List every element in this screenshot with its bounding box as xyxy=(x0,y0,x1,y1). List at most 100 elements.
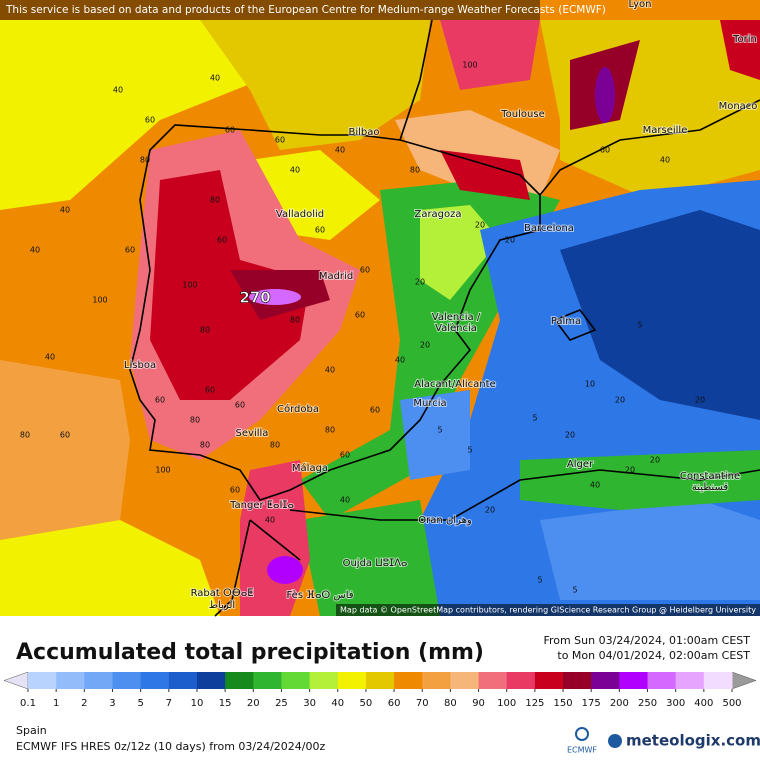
city-label: Monaco xyxy=(719,101,758,112)
contour-label: 20 xyxy=(650,456,660,465)
contour-label: 40 xyxy=(30,246,40,255)
city-label: Lyon xyxy=(628,0,651,10)
contour-label: 80 xyxy=(200,441,210,450)
city-label: Alacant/Alicante xyxy=(414,379,495,390)
contour-label: 5 xyxy=(637,321,642,330)
contour-label: 80 xyxy=(270,441,280,450)
city-label: Alger xyxy=(567,459,594,470)
contour-label: 20 xyxy=(565,431,575,440)
contour-label: 40 xyxy=(335,146,345,155)
city-label: Toulouse xyxy=(500,109,544,120)
contour-label: 60 xyxy=(355,311,365,320)
city-label: Constantine xyxy=(680,471,740,482)
colorbar-swatch xyxy=(422,672,451,689)
colorbar-label: 200 xyxy=(610,698,629,709)
colorbar-swatch xyxy=(450,672,480,689)
colorbar-swatch xyxy=(168,672,198,689)
contour-label: 60 xyxy=(230,486,240,495)
region: Spain xyxy=(16,724,47,737)
colorbar-label: 3 xyxy=(109,698,115,709)
colorbar-swatch xyxy=(647,672,677,689)
colorbar-label: 40 xyxy=(331,698,344,709)
colorbar: 0.1 1 2 3 5 7 10 15 20 25 30 40 50 60 70 80 90 100 125 150 1… xyxy=(3,671,757,709)
city-label: Sevilla xyxy=(236,428,269,439)
model-info: ECMWF IFS HRES 0z/12z (10 days) from 03/… xyxy=(16,740,326,753)
contour-label: 20 xyxy=(625,466,635,475)
colorbar-label: 100 xyxy=(497,698,516,709)
city-label: Oran وهران xyxy=(418,515,472,526)
city-label: Valladolid xyxy=(276,209,324,220)
contour-label: 20 xyxy=(475,221,485,230)
contour-label: 20 xyxy=(420,341,430,350)
colorbar-swatch xyxy=(56,672,85,689)
colorbar-swatch xyxy=(196,672,226,689)
contour-label: 80 xyxy=(410,166,420,175)
contour-label: 40 xyxy=(265,516,275,525)
colorbar-label: 80 xyxy=(444,698,457,709)
city-label: Tanger ⵟⴰⵏⵊⴰ xyxy=(229,500,294,511)
contour-label: 100 xyxy=(182,281,197,290)
city-label: قسنطينة xyxy=(692,482,729,493)
city-label: Murcia xyxy=(413,398,446,409)
colorbar-swatch xyxy=(478,672,508,689)
contour-label: 60 xyxy=(315,226,325,235)
contour-label: 40 xyxy=(590,481,600,490)
colorbar-swatch xyxy=(84,672,113,689)
precipitation-map: Lyon Torin Monaco Toulouse Marseille Bilbao Va… xyxy=(0,0,760,617)
city-label: Bilbao xyxy=(348,127,379,138)
contour-label: 60 xyxy=(155,396,165,405)
colorbar-swatch xyxy=(675,672,705,689)
city-label: Madrid xyxy=(319,271,353,282)
colorbar-swatch xyxy=(112,672,142,689)
contour-label: 60 xyxy=(217,236,227,245)
contour-label: 60 xyxy=(360,266,370,275)
contour-label: 100 xyxy=(155,466,170,475)
colorbar-label: 90 xyxy=(472,698,485,709)
colorbar-label: 70 xyxy=(416,698,429,709)
city-label: Torin xyxy=(732,34,757,45)
contour-label: 40 xyxy=(395,356,405,365)
contour-label: 40 xyxy=(290,166,300,175)
colorbar-label: 25 xyxy=(275,698,288,709)
colorbar-label: 2 xyxy=(81,698,87,709)
contour-label: 80 xyxy=(190,416,200,425)
brand: meteologix.com xyxy=(626,732,760,750)
ecmwf-label: ECMWF xyxy=(567,746,597,755)
city-label: Rabat ⵔⴱⴰⵟ xyxy=(191,588,254,599)
colorbar-label: 175 xyxy=(582,698,601,709)
colorbar-label: 500 xyxy=(722,698,741,709)
city-label: Córdoba xyxy=(277,403,319,415)
contour-label: 60 xyxy=(60,431,70,440)
contour-label: 40 xyxy=(340,496,350,505)
colorbar-swatch xyxy=(365,672,395,689)
contour-label: 5 xyxy=(537,576,542,585)
contour-label: 80 xyxy=(200,326,210,335)
colorbar-swatch xyxy=(140,672,170,689)
city-label: Oujda ⵡⵓⵊⴷⴰ xyxy=(343,558,408,569)
city-label: الرباط xyxy=(209,600,235,611)
contour-label: 20 xyxy=(695,396,705,405)
contour-label: 20 xyxy=(485,506,495,515)
colorbar-label: 50 xyxy=(360,698,373,709)
contour-label: 80 xyxy=(210,196,220,205)
contour-label: 60 xyxy=(370,406,380,415)
legend-title: Accumulated total precipitation (mm) xyxy=(16,640,484,665)
colorbar-below xyxy=(3,671,29,690)
contour-label: 60 xyxy=(340,451,350,460)
colorbar-label: 5 xyxy=(137,698,143,709)
colorbar-swatch xyxy=(394,672,423,689)
period-to: to Mon 04/01/2024, 02:00am CEST xyxy=(557,649,750,662)
contour-label: 60 xyxy=(125,246,135,255)
colorbar-label: 250 xyxy=(638,698,657,709)
contour-label: 100 xyxy=(462,61,477,70)
colorbar-label: 125 xyxy=(525,698,544,709)
contour-label: 40 xyxy=(325,366,335,375)
city-label: Marseille xyxy=(643,125,688,136)
city-label: Barcelona xyxy=(524,223,574,234)
contour-label: 60 xyxy=(205,386,215,395)
colorbar-swatch xyxy=(28,672,57,689)
contour-label: 5 xyxy=(467,446,472,455)
contour-label: 10 xyxy=(585,380,595,389)
colorbar-swatch xyxy=(337,672,367,689)
colorbar-label: 0.1 xyxy=(20,698,36,709)
